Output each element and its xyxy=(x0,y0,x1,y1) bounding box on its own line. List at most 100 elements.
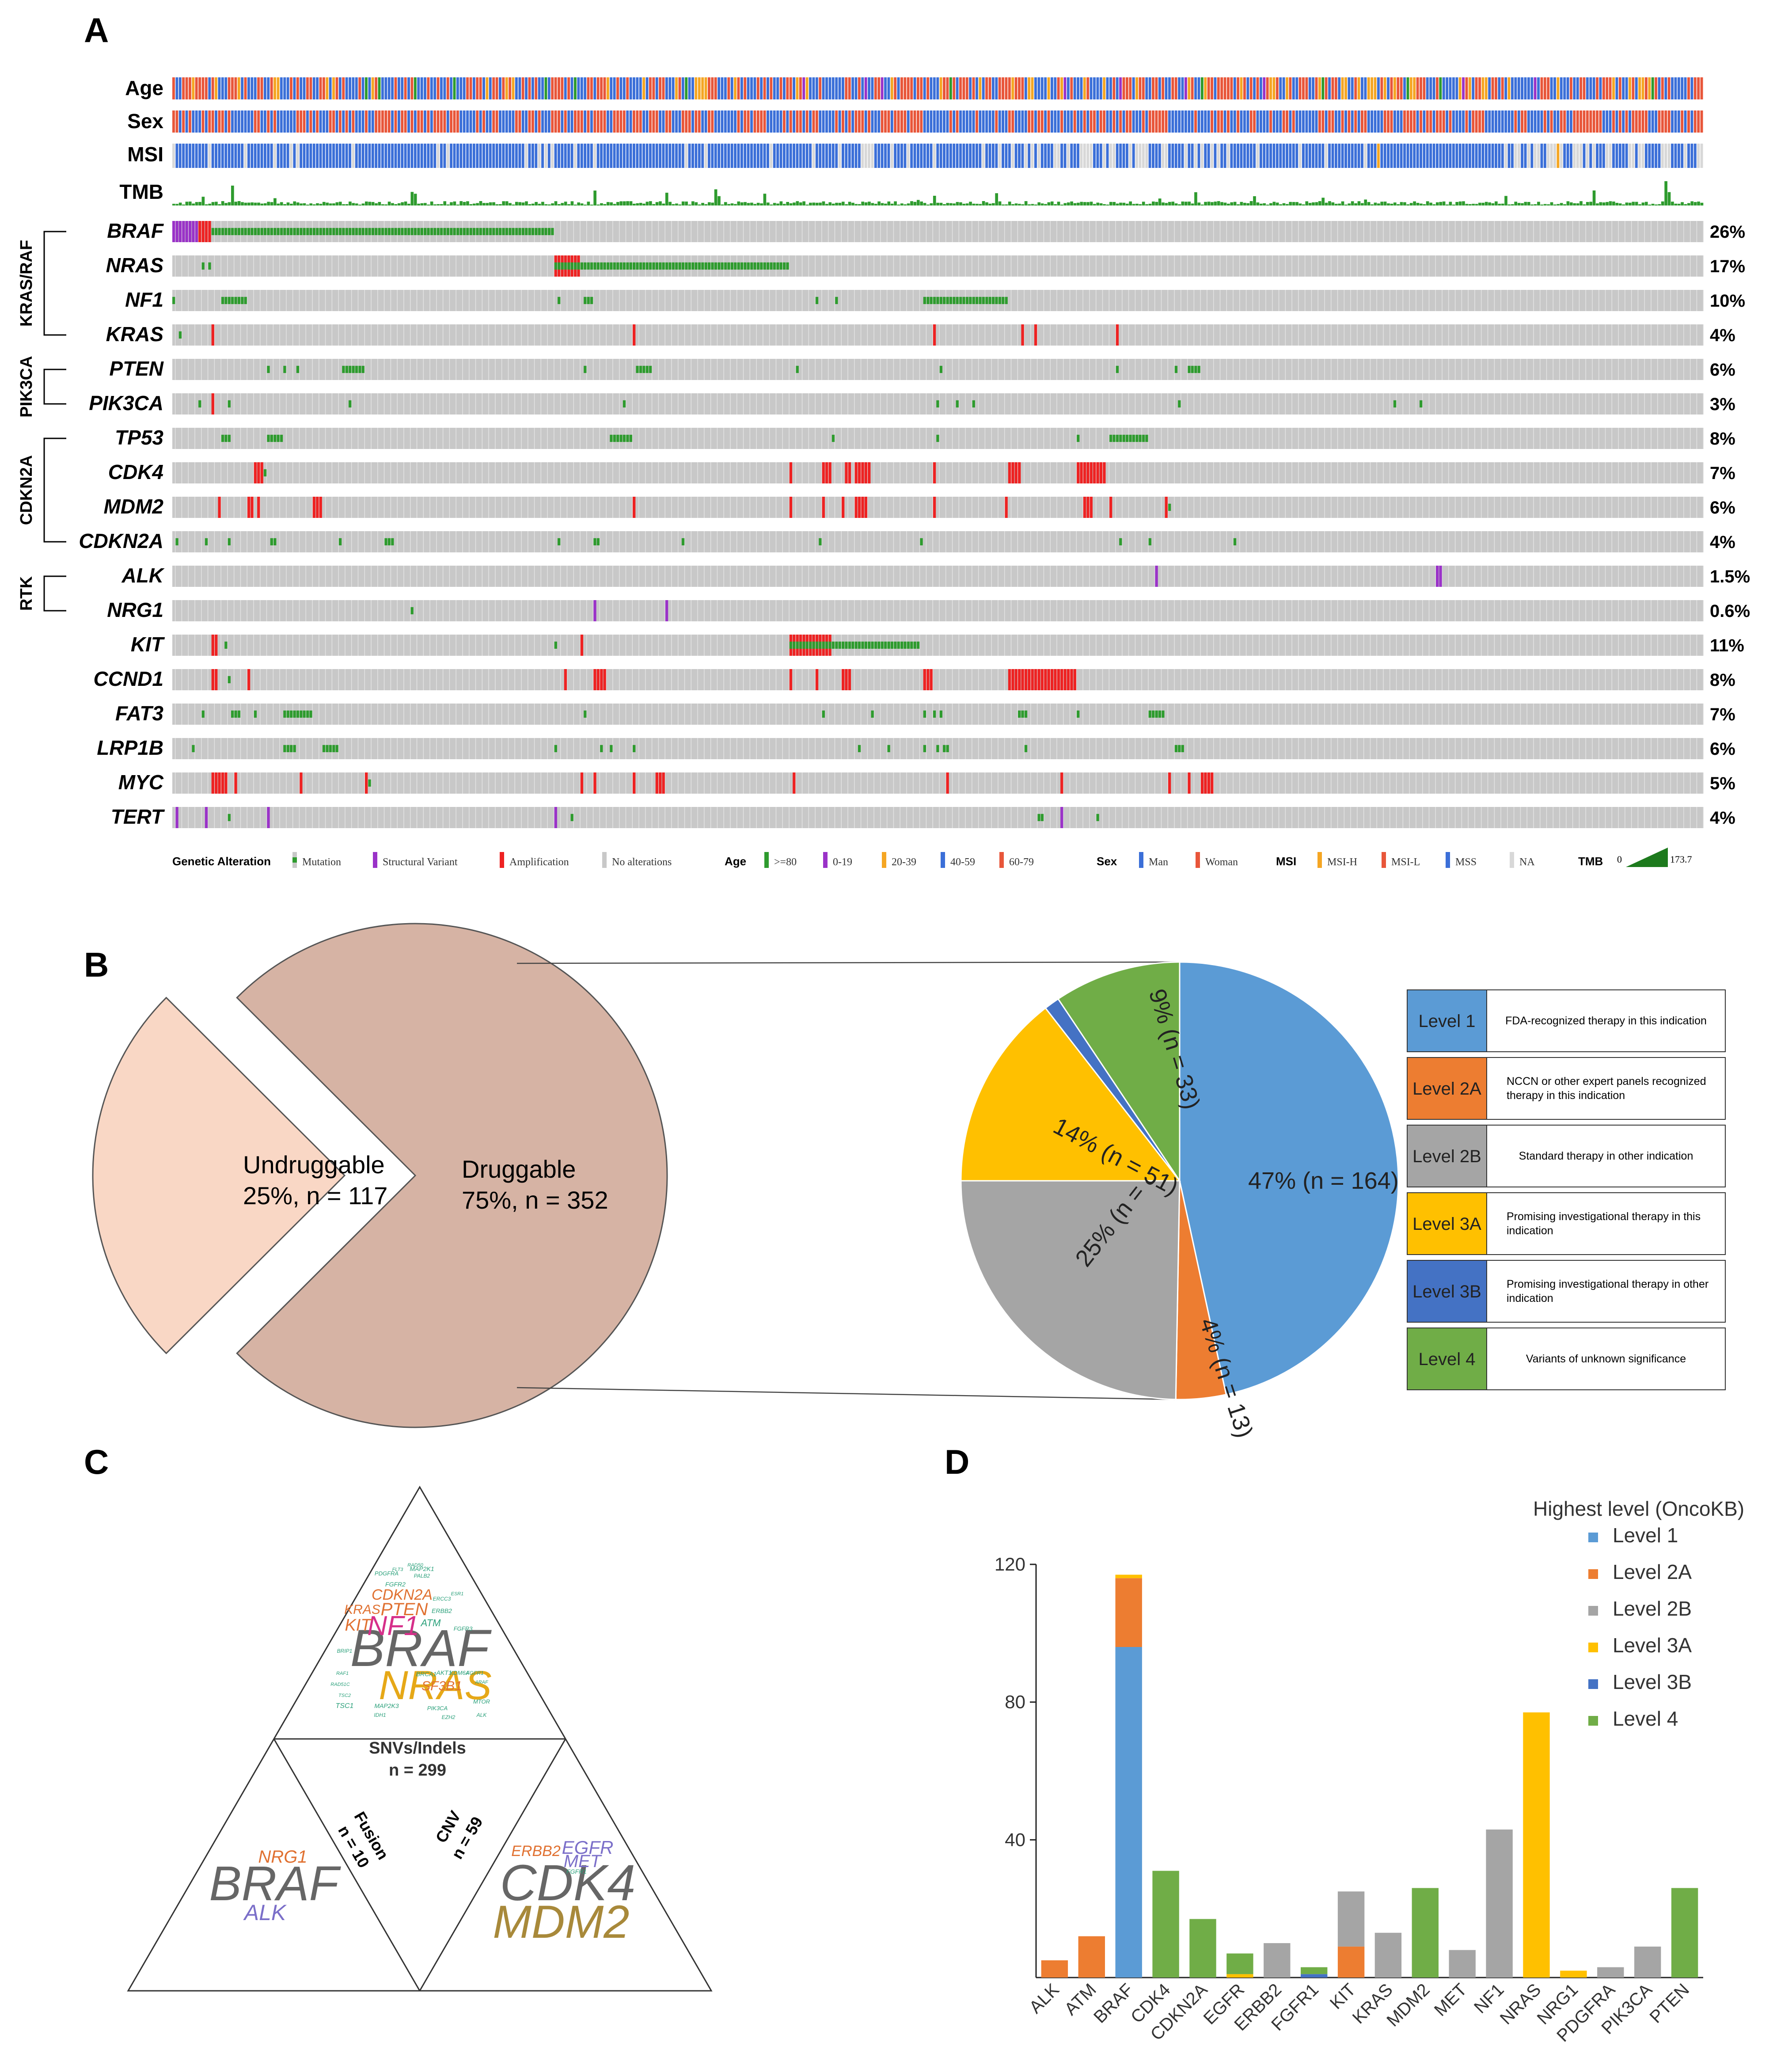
tmb-bar xyxy=(1573,203,1576,205)
column-gap xyxy=(403,255,404,277)
mutation-cell xyxy=(371,228,375,236)
track-cell xyxy=(959,77,962,99)
track-cell xyxy=(1054,144,1057,168)
tmb-bar xyxy=(1325,202,1328,205)
track-cell xyxy=(352,144,355,168)
column-gap xyxy=(514,393,515,415)
column-gap xyxy=(1128,428,1129,449)
track-cell xyxy=(835,110,838,133)
track-cell xyxy=(312,144,315,168)
column-gap xyxy=(1154,393,1155,415)
track-cell xyxy=(714,77,717,99)
track-cell xyxy=(1406,144,1409,168)
track-cell xyxy=(1040,144,1044,168)
track-cell xyxy=(1458,77,1462,99)
column-gap xyxy=(632,290,633,311)
track-cell xyxy=(1240,144,1243,168)
track-cell xyxy=(933,77,936,99)
track-cell xyxy=(378,110,381,133)
column-gap xyxy=(1082,428,1083,449)
track-cell xyxy=(1488,110,1491,133)
column-gap xyxy=(847,531,848,552)
track-cell xyxy=(1514,144,1517,168)
column-gap xyxy=(508,255,509,277)
tmb-bar xyxy=(247,202,251,205)
column-gap xyxy=(880,255,881,277)
track-cell xyxy=(913,77,916,99)
track-cell xyxy=(1067,144,1070,168)
column-gap xyxy=(841,255,842,277)
track-cell xyxy=(1181,144,1184,168)
track-cell xyxy=(309,110,312,133)
track-cell xyxy=(1077,144,1079,168)
track-cell xyxy=(737,77,740,99)
structural-variant-cell xyxy=(192,221,195,242)
column-gap xyxy=(1285,359,1286,380)
column-gap xyxy=(671,324,672,346)
column-gap xyxy=(1239,290,1240,311)
mutation-cell xyxy=(352,228,355,236)
tmb-bar xyxy=(972,203,976,205)
mutation-cell xyxy=(349,228,352,236)
track-cell xyxy=(1361,144,1363,168)
track-cell xyxy=(770,110,773,133)
column-gap xyxy=(325,324,326,346)
column-gap xyxy=(220,600,221,621)
track-cell xyxy=(427,110,430,133)
tmb-bar xyxy=(1618,203,1622,205)
tmb-bar xyxy=(1054,204,1057,205)
column-gap xyxy=(632,221,633,242)
track-cell xyxy=(606,144,609,168)
mutation-cell xyxy=(518,228,521,236)
column-gap xyxy=(240,393,241,415)
column-gap xyxy=(403,428,404,449)
column-gap xyxy=(351,531,352,552)
tmb-bar xyxy=(930,203,933,205)
track-cell xyxy=(1227,110,1230,133)
track-cell xyxy=(828,110,831,133)
column-gap xyxy=(1239,566,1240,587)
mutation-cell xyxy=(440,228,443,236)
column-gap xyxy=(227,497,228,518)
track-cell xyxy=(1223,110,1226,133)
tmb-bar xyxy=(1364,199,1367,205)
mutation-cell xyxy=(319,228,322,236)
tmb-bar xyxy=(1661,201,1664,205)
column-gap xyxy=(1605,290,1606,311)
column-gap xyxy=(697,531,698,552)
track-cell xyxy=(577,110,580,133)
mutation-cell xyxy=(433,228,437,236)
column-gap xyxy=(1187,324,1188,346)
column-gap xyxy=(240,566,241,587)
track-cell xyxy=(1436,144,1439,168)
track-cell xyxy=(959,144,962,168)
track-cell xyxy=(358,77,361,99)
track-cell xyxy=(1197,77,1200,99)
mutation-cell xyxy=(349,400,352,408)
track-cell xyxy=(231,144,234,168)
track-cell xyxy=(201,144,205,168)
track-cell xyxy=(544,144,547,168)
column-gap xyxy=(893,221,894,242)
track-cell xyxy=(1655,110,1658,133)
track-cell xyxy=(1547,77,1550,99)
column-gap xyxy=(501,221,502,242)
track-cell xyxy=(541,110,544,133)
track-cell xyxy=(205,144,208,168)
track-cell xyxy=(1641,77,1644,99)
mutation-cell xyxy=(175,538,178,546)
track-cell xyxy=(561,77,564,99)
track-cell xyxy=(1416,110,1419,133)
tmb-bar xyxy=(1263,203,1266,205)
track-cell xyxy=(1547,110,1550,133)
track-cell xyxy=(675,77,678,99)
tmb-bar xyxy=(541,202,544,205)
tmb-bar xyxy=(1135,204,1139,205)
column-gap xyxy=(501,428,502,449)
track-cell xyxy=(185,77,188,99)
tmb-bar xyxy=(1432,204,1436,205)
track-cell xyxy=(672,77,675,99)
tmb-bar xyxy=(979,204,982,205)
column-gap xyxy=(1494,255,1495,277)
tmb-bar xyxy=(782,204,786,205)
